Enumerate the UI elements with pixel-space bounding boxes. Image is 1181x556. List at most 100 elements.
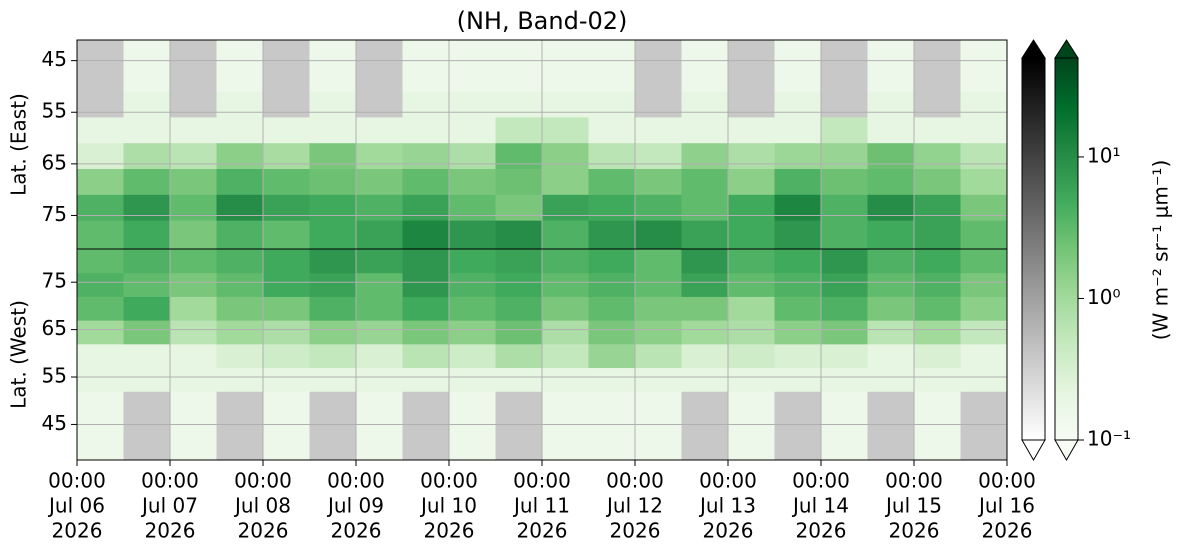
heat-cell (216, 169, 264, 196)
heat-cell (77, 296, 124, 321)
missing-cell (821, 91, 868, 118)
heat-cell (914, 343, 961, 369)
x-tick-label: 00:00 (420, 469, 478, 493)
heat-cell (170, 117, 217, 144)
heat-cell (728, 296, 775, 321)
heat-cell (774, 194, 822, 222)
missing-cell (635, 91, 682, 118)
heat-cell (635, 343, 682, 369)
missing-cell (495, 414, 543, 440)
heat-cell (170, 220, 217, 250)
heat-cell (728, 117, 775, 144)
heat-cell (449, 296, 496, 321)
heat-cell (216, 343, 264, 369)
heat-cell (495, 220, 543, 250)
heat-cell (309, 65, 357, 93)
missing-cell (356, 91, 403, 118)
heat-cell (356, 169, 403, 196)
heat-cell (309, 272, 357, 297)
heat-cell (867, 143, 915, 170)
heat-cell (914, 143, 961, 170)
y-tick-label: 55 (42, 364, 67, 388)
heat-cell (77, 391, 124, 416)
heat-cell (216, 117, 264, 144)
heat-cell (681, 117, 729, 144)
missing-cell (867, 391, 915, 416)
heat-cell (960, 169, 1008, 196)
missing-cell (821, 40, 868, 67)
heat-cell (449, 169, 496, 196)
heat-cell (542, 391, 589, 416)
heat-cell (356, 343, 403, 369)
x-tick-label: 00:00 (48, 469, 106, 493)
heat-cell (449, 391, 496, 416)
heat-cell (960, 296, 1008, 321)
heat-cell (681, 249, 729, 274)
x-tick-label: 2026 (796, 519, 847, 543)
heat-cell (821, 414, 868, 440)
heat-cell (77, 143, 124, 170)
heat-cell (123, 249, 171, 274)
heat-cell (681, 320, 729, 345)
heat-cell (309, 367, 357, 392)
heat-cell (170, 367, 217, 392)
heat-cell (774, 91, 822, 118)
heat-cell (402, 91, 450, 118)
heat-cell (728, 438, 775, 461)
heat-cell (960, 220, 1008, 250)
heat-cell (681, 220, 729, 250)
heat-cell (821, 320, 868, 345)
heat-cell (309, 169, 357, 196)
heat-cell (402, 220, 450, 250)
heat-cell (263, 117, 310, 144)
heat-cell (542, 194, 589, 222)
x-tick-label: 00:00 (606, 469, 664, 493)
heat-cell (216, 272, 264, 297)
heat-cell (867, 320, 915, 345)
heat-cell (77, 320, 124, 345)
heat-cell (728, 414, 775, 440)
heat-cell (263, 391, 310, 416)
x-tick-label: 00:00 (699, 469, 757, 493)
x-tick-label: Jul 10 (419, 494, 477, 518)
heat-cell (914, 272, 961, 297)
heat-cell (635, 391, 682, 416)
heat-cell (449, 117, 496, 144)
missing-cell (402, 438, 450, 461)
heat-cell (774, 320, 822, 345)
x-tick-label: 2026 (424, 519, 475, 543)
heat-cell (960, 249, 1008, 274)
missing-cell (728, 91, 775, 118)
heat-cell (542, 169, 589, 196)
heat-cell (635, 272, 682, 297)
heat-cell (449, 91, 496, 118)
x-tick-label: 00:00 (792, 469, 850, 493)
missing-cell (635, 65, 682, 93)
heat-cell (728, 249, 775, 274)
green-colorbar (1054, 39, 1079, 462)
missing-cell (309, 391, 357, 416)
heat-cell (170, 414, 217, 440)
heat-cell (449, 249, 496, 274)
heat-cell (914, 220, 961, 250)
x-tick-label: 00:00 (978, 469, 1036, 493)
heat-cell (495, 143, 543, 170)
heat-cell (588, 343, 636, 369)
missing-cell (681, 414, 729, 440)
missing-cell (216, 391, 264, 416)
heat-cell (402, 249, 450, 274)
missing-cell (123, 414, 171, 440)
heat-cell (123, 343, 171, 369)
gray-colorbar (1021, 39, 1046, 462)
heat-cell (867, 272, 915, 297)
heat-cell (449, 65, 496, 93)
heat-cell (728, 367, 775, 392)
heat-cell (960, 117, 1008, 144)
chart-title: (NH, Band-02) (457, 7, 628, 35)
heat-cell (867, 91, 915, 118)
y-tick-label: 65 (42, 316, 67, 340)
missing-cell (263, 91, 310, 118)
heat-cell (635, 194, 682, 222)
x-tick-label: 2026 (238, 519, 289, 543)
missing-cell (774, 414, 822, 440)
